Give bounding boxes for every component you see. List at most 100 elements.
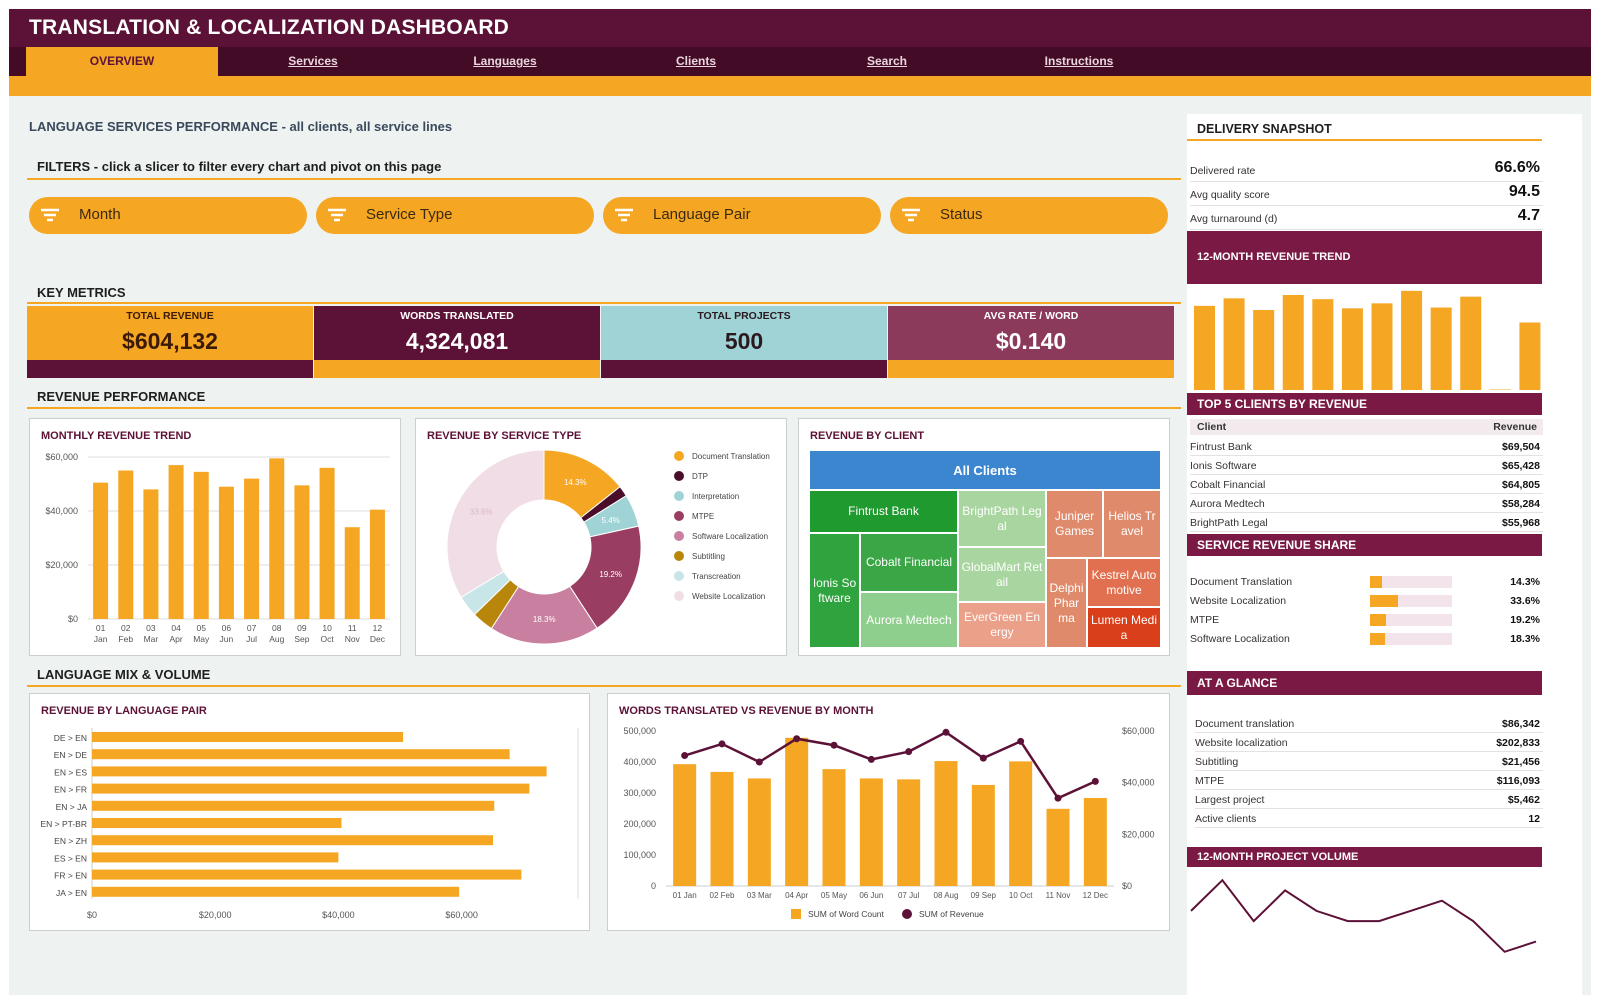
y-tick-label: 300,000 xyxy=(623,788,656,798)
slicer-language-pair[interactable]: Language Pair xyxy=(603,197,881,234)
kpi-band xyxy=(314,360,600,378)
bar xyxy=(319,467,335,619)
kpi-value: $604,132 xyxy=(122,328,218,354)
page-subtitle: LANGUAGE SERVICES PERFORMANCE - all clie… xyxy=(29,119,453,134)
glance-value: $5,462 xyxy=(1507,794,1540,806)
snapshot-title: DELIVERY SNAPSHOT xyxy=(1197,122,1332,136)
treemap-root[interactable]: All Clients xyxy=(810,451,1160,489)
bar xyxy=(1460,296,1482,390)
treemap-tile[interactable]: Juniper Games xyxy=(1047,491,1102,557)
chart-title: REVENUE BY CLIENT xyxy=(810,430,925,442)
glance-label: Website localization xyxy=(1195,737,1288,749)
line-point xyxy=(1091,777,1099,785)
filters-rule xyxy=(27,178,1181,180)
nav-bar: OVERVIEW Services Languages Clients Sear… xyxy=(9,47,1591,77)
x-tick-label: $60,000 xyxy=(445,910,478,920)
kpi-value: 4,324,081 xyxy=(405,328,509,354)
treemap-tile[interactable]: Fintrust Bank xyxy=(810,491,957,532)
treemap-tile[interactable]: Cobalt Financial xyxy=(861,534,957,591)
share-row: Document Translation 14.3% xyxy=(1190,572,1543,591)
language-rule xyxy=(27,685,1181,687)
kpi-rule xyxy=(27,302,1181,304)
snapshot-rule xyxy=(1187,139,1542,141)
client-name: Cobalt Financial xyxy=(1190,479,1266,491)
x-tick-label: 05 May xyxy=(821,891,847,900)
kpi-card: AVG RATE / WORD $0.140 xyxy=(888,306,1174,378)
client-revenue: $58,284 xyxy=(1502,498,1540,510)
x-tick-label: Feb xyxy=(118,634,133,644)
treemap-tile[interactable]: BrightPath Legal xyxy=(959,491,1045,546)
treemap-tile[interactable]: GlobalMart Retail xyxy=(959,548,1045,601)
glance-value: 12 xyxy=(1528,813,1540,825)
slice-label: 19.2% xyxy=(599,570,622,579)
words-revenue-card: WORDS TRANSLATED VS REVENUE BY MONTH 0 10… xyxy=(607,693,1170,931)
x-tick-label: Jan xyxy=(94,634,108,644)
slicer-month[interactable]: Month xyxy=(29,197,307,234)
bar xyxy=(92,783,530,794)
x-tick-label: $20,000 xyxy=(199,910,232,920)
tab-clients[interactable]: Clients xyxy=(675,54,716,68)
share-row: MTPE 19.2% xyxy=(1190,610,1543,629)
treemap-tile[interactable]: Kestrel Automotive xyxy=(1088,559,1160,606)
x-tick-label: 12 xyxy=(373,623,383,633)
glance-row: Subtitling $21,456 xyxy=(1195,752,1543,771)
legend-label: Subtitling xyxy=(692,552,725,561)
bar xyxy=(92,852,339,863)
x-tick-label: 01 xyxy=(96,623,106,633)
x-tick-label: 02 xyxy=(121,623,131,633)
share-label: Software Localization xyxy=(1190,633,1290,645)
treemap-tile[interactable]: Aurora Medtech xyxy=(861,593,957,647)
x-tick-label: 06 Jun xyxy=(859,891,883,900)
treemap-tile[interactable]: EverGreen Energy xyxy=(959,603,1045,647)
bar xyxy=(1223,298,1245,390)
share-value: 14.3% xyxy=(1510,576,1540,588)
client-treemap: All Clients Fintrust Bank BrightPath Legal… xyxy=(810,451,1160,647)
x-tick-label: 04 Apr xyxy=(785,891,808,900)
bar xyxy=(1341,308,1363,390)
slicer-status[interactable]: Status xyxy=(890,197,1168,234)
kpi-label: TOTAL REVENUE xyxy=(126,310,214,322)
top5-row: Cobalt Financial $64,805 xyxy=(1190,475,1543,494)
treemap-tile[interactable]: Ionis Software xyxy=(810,534,859,647)
kpi-card: WORDS TRANSLATED 4,324,081 xyxy=(314,306,600,378)
chart-title: MONTHLY REVENUE TREND xyxy=(41,430,192,442)
top5-row: Fintrust Bank $69,504 xyxy=(1190,437,1543,456)
slice-label: 14.3% xyxy=(564,478,587,487)
share-value: 19.2% xyxy=(1510,614,1540,626)
x-tick-label: Sep xyxy=(294,634,309,644)
glance-label: MTPE xyxy=(1195,775,1225,787)
slicer-label: Month xyxy=(79,206,121,223)
legend-label: Website Localization xyxy=(692,592,765,601)
treemap-tile[interactable]: Lumen Media xyxy=(1088,608,1160,647)
x-tick-label: Jul xyxy=(246,634,257,644)
project-volume-chart xyxy=(1190,878,1537,953)
bar xyxy=(971,784,995,886)
bar xyxy=(92,818,342,828)
treemap-tile[interactable]: Helios Travel xyxy=(1104,491,1160,557)
top5-header: TOP 5 CLIENTS BY REVENUE xyxy=(1187,393,1542,415)
tab-languages[interactable]: Languages xyxy=(473,54,537,68)
tab-instructions[interactable]: Instructions xyxy=(1044,54,1114,68)
x-tick-label: 11 Nov xyxy=(1046,891,1071,900)
kpi-card: TOTAL REVENUE $604,132 xyxy=(27,306,313,378)
kpi-label: TOTAL PROJECTS xyxy=(697,310,791,322)
line-point xyxy=(718,740,726,748)
tab-overview[interactable]: OVERVIEW xyxy=(26,47,218,77)
x-tick-label: 08 Aug xyxy=(934,891,959,900)
share-bar-fill xyxy=(1370,595,1398,607)
tab-services[interactable]: Services xyxy=(288,54,338,68)
y-tick-label: EN > PT-BR xyxy=(40,819,87,829)
legend-label: Document Translation xyxy=(692,452,770,461)
client-revenue: $69,504 xyxy=(1502,441,1540,453)
x-tick-label: 09 Sep xyxy=(971,891,997,900)
tab-search[interactable]: Search xyxy=(866,54,908,68)
share-bar-track xyxy=(1370,595,1452,607)
language-heading: LANGUAGE MIX & VOLUME xyxy=(37,667,211,682)
legend-swatch xyxy=(674,551,684,561)
title-bar: TRANSLATION & LOCALIZATION DASHBOARD xyxy=(9,9,1591,47)
bar xyxy=(369,509,385,619)
slicer-service-type[interactable]: Service Type xyxy=(316,197,594,234)
share-bar-fill xyxy=(1370,633,1385,645)
treemap-tile[interactable]: Delphi Pharma xyxy=(1047,559,1086,647)
language-pair-card: REVENUE BY LANGUAGE PAIR DE > EN EN > DE E… xyxy=(29,693,590,931)
